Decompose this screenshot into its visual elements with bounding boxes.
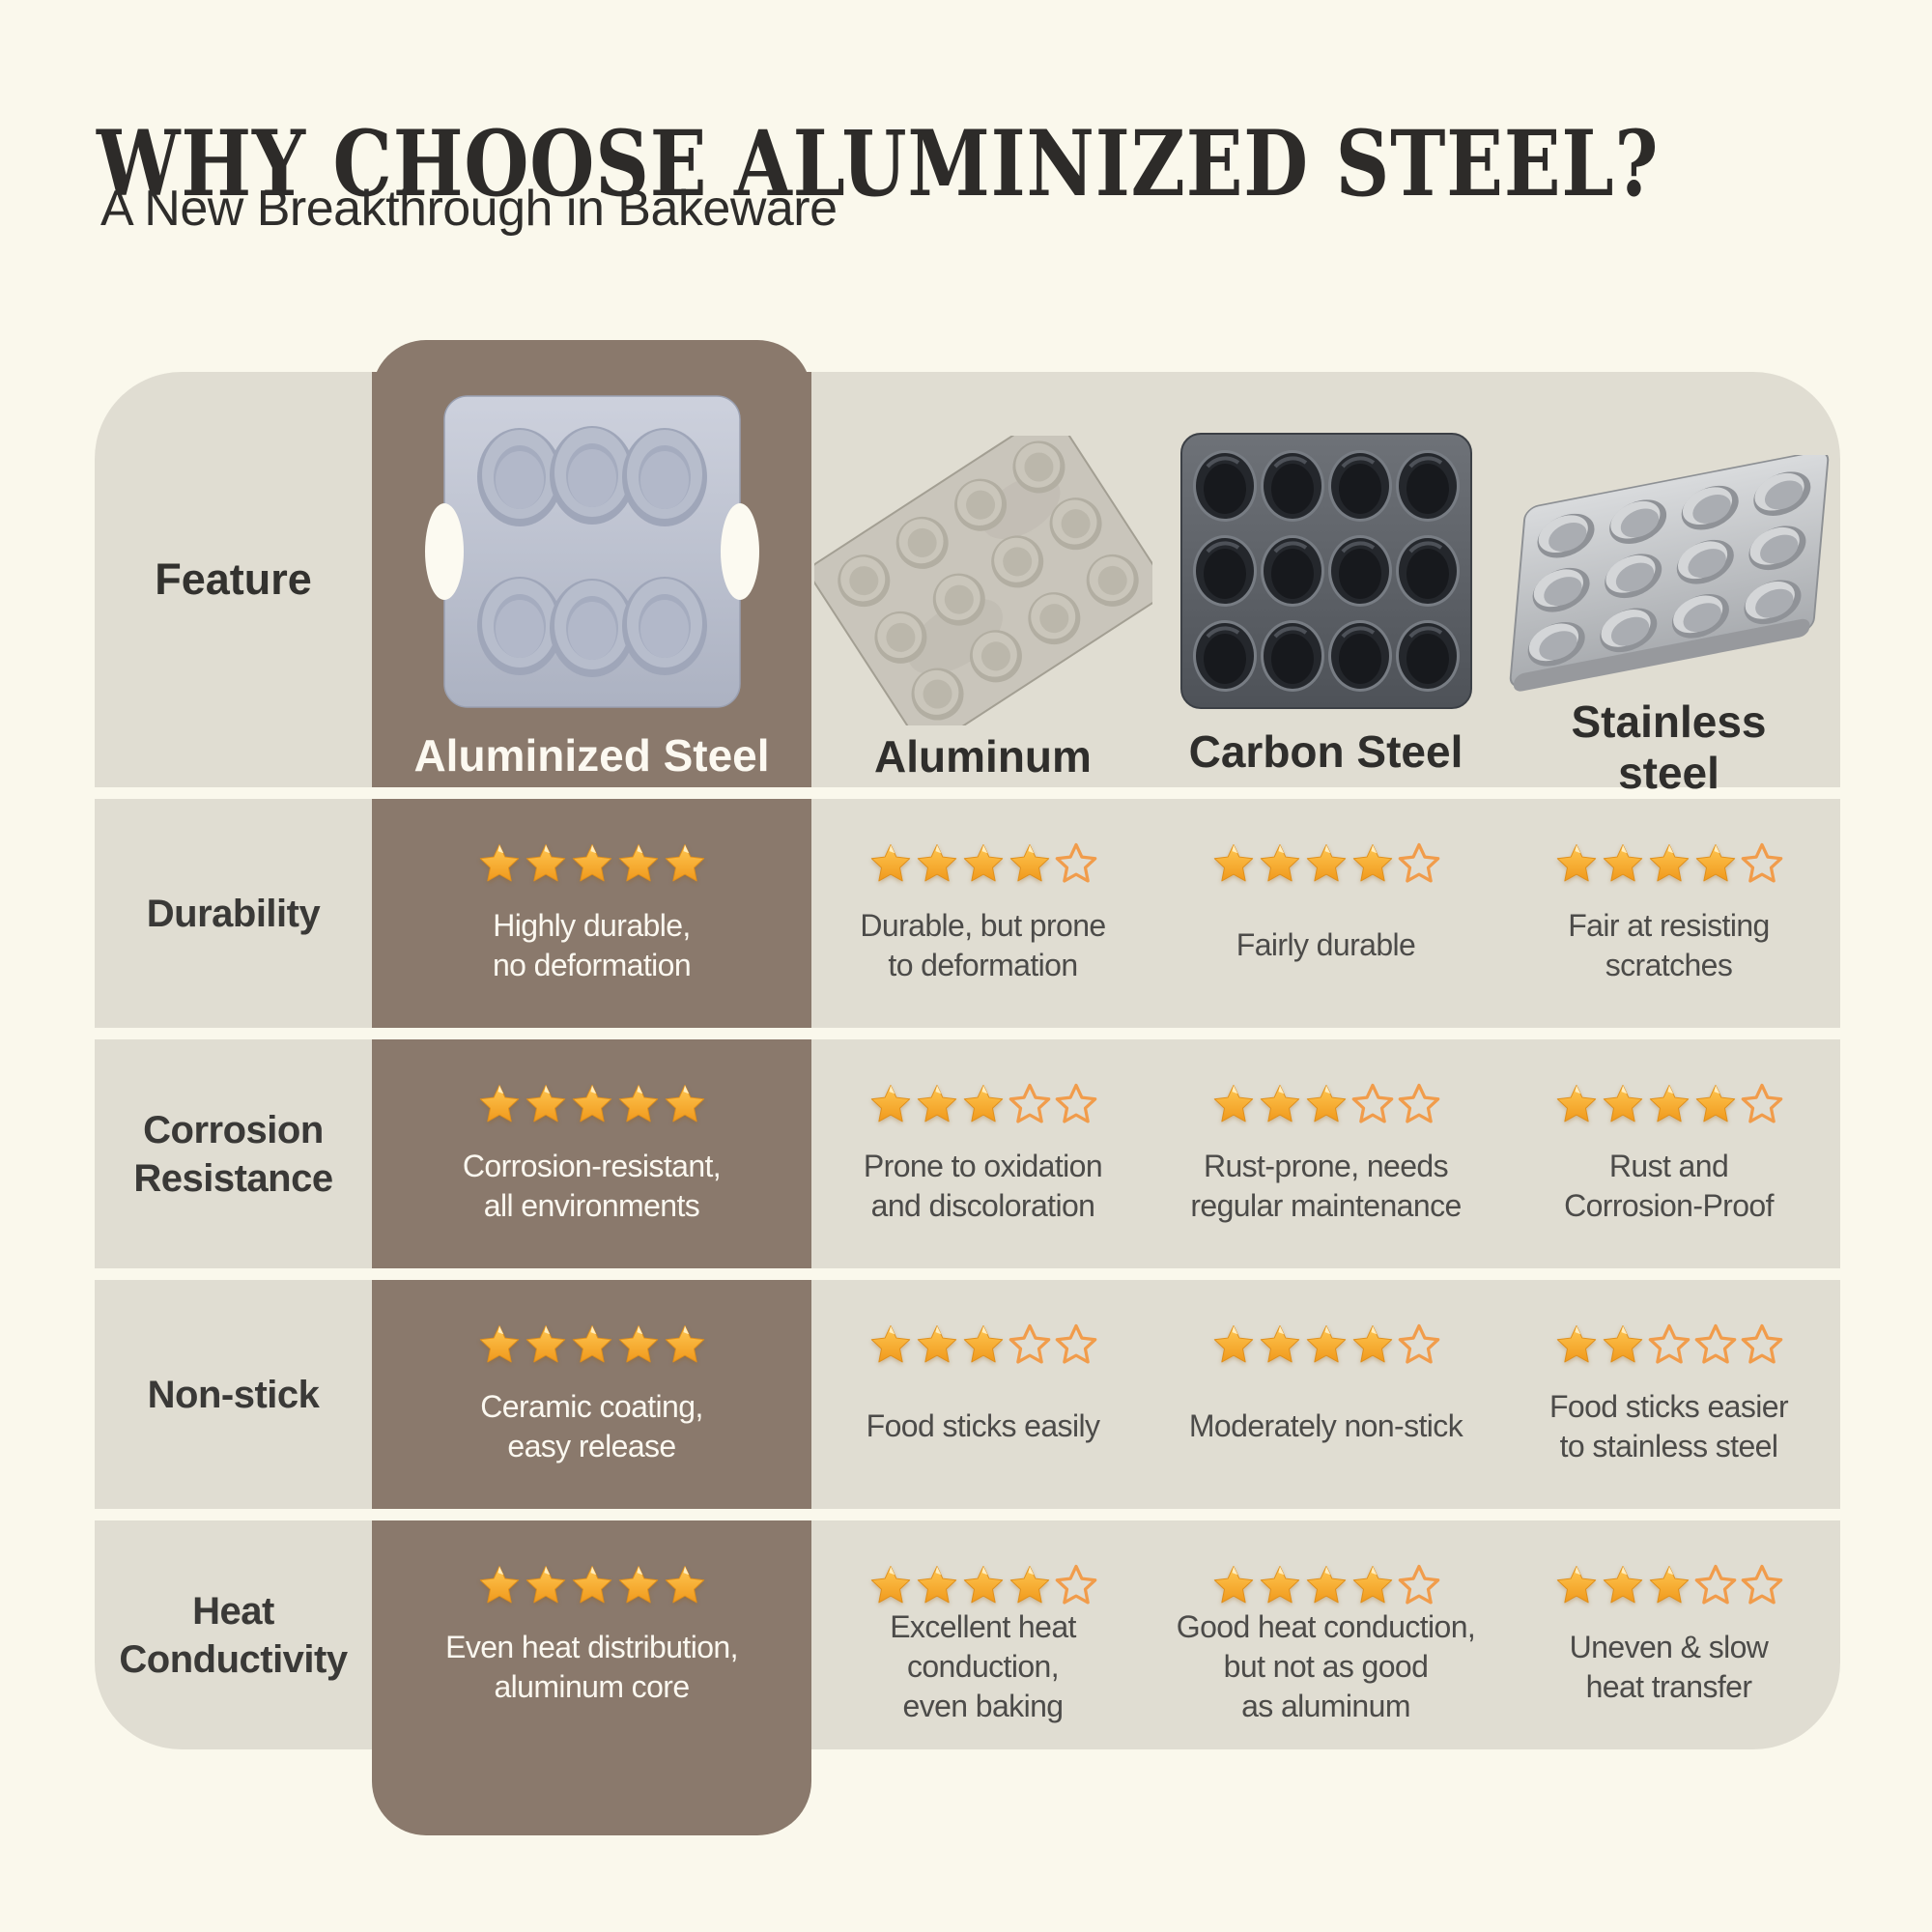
star-rating [476, 841, 708, 886]
rating-description: Ceramic coating, easy release [480, 1388, 703, 1463]
rating-cell-nonstick-stainless: Food sticks easier to stainless steel [1497, 1280, 1840, 1509]
star-rating [1553, 1082, 1785, 1126]
table-row-durability: Durability Highly durable, no deformatio… [95, 799, 1840, 1028]
column-label-stainless-steel: Stainless steel [1571, 696, 1767, 798]
rating-description: Uneven & slow heat transfer [1569, 1629, 1769, 1704]
rating-cell-nonstick-carbon: Moderately non-stick [1154, 1280, 1497, 1509]
rating-cell-corrosion-aluminum: Prone to oxidation and discoloration [811, 1039, 1154, 1268]
column-header-aluminized-steel: Aluminized Steel [372, 340, 811, 787]
rating-description: Prone to oxidation and discoloration [863, 1148, 1103, 1223]
feature-label-cell: Corrosion Resistance [95, 1039, 372, 1268]
column-label-aluminized-steel: Aluminized Steel [413, 729, 770, 781]
rating-description: Corrosion-resistant, all environments [462, 1148, 722, 1223]
rating-cell-heat-stainless: Uneven & slow heat transfer [1497, 1520, 1840, 1749]
rating-description: Excellent heat conduction, even baking [890, 1609, 1076, 1723]
column-header-stainless-steel: Stainless steel [1497, 372, 1840, 798]
rating-cell-heat-carbon: Good heat conduction, but not as good as… [1154, 1520, 1497, 1749]
rating-cell-durability-carbon: Fairly durable [1154, 799, 1497, 1028]
rating-description: Good heat conduction, but not as good as… [1176, 1609, 1476, 1723]
column-header-aluminum: Aluminum [811, 372, 1154, 787]
rating-description: Even heat distribution, aluminum core [445, 1629, 738, 1704]
carbon-steel-pan-image [1167, 426, 1486, 716]
page-title: WHY CHOOSE ALUMINIZED STEEL? [97, 110, 1660, 217]
rating-cell-heat-aluminum: Excellent heat conduction, even baking [811, 1520, 1154, 1749]
rating-description: Rust-prone, needs regular maintenance [1190, 1148, 1462, 1223]
table-header-row: Feature [95, 340, 1840, 798]
rating-cell-corrosion-aluminized: Corrosion-resistant, all environments [372, 1039, 811, 1268]
feature-label: Heat Conductivity [119, 1589, 348, 1681]
rating-cell-corrosion-carbon: Rust-prone, needs regular maintenance [1154, 1039, 1497, 1268]
page-subtitle: A New Breakthrough in Bakeware [100, 181, 838, 237]
feature-label-cell: Heat Conductivity [95, 1520, 372, 1749]
table-row-corrosion-resistance: Corrosion Resistance Corrosion-resistant… [95, 1039, 1840, 1268]
star-rating [1553, 841, 1785, 886]
star-rating [1210, 1082, 1442, 1126]
rating-description: Rust and Corrosion-Proof [1564, 1148, 1774, 1223]
table-row-heat-conductivity: Heat Conductivity Even heat distribution… [95, 1520, 1840, 1835]
feature-label: Corrosion Resistance [133, 1108, 333, 1200]
rating-cell-corrosion-stainless: Rust and Corrosion-Proof [1497, 1039, 1840, 1268]
feature-label-cell: Non-stick [95, 1280, 372, 1509]
rating-description: Food sticks easier to stainless steel [1548, 1388, 1789, 1463]
stainless-steel-pan-image [1491, 455, 1848, 696]
feature-header-label: Feature [155, 554, 312, 604]
rating-description: Highly durable, no deformation [492, 907, 692, 982]
rating-description: Durable, but prone to deformation [860, 907, 1106, 982]
star-rating [1553, 1322, 1785, 1367]
star-rating [867, 1563, 1099, 1607]
rating-cell-durability-aluminized: Highly durable, no deformation [372, 799, 811, 1028]
feature-label-cell: Durability [95, 799, 372, 1028]
star-rating [1553, 1563, 1785, 1607]
rating-description: Fair at resisting scratches [1568, 907, 1770, 982]
column-label-carbon-steel: Carbon Steel [1188, 725, 1463, 777]
aluminum-pan-image [813, 436, 1152, 725]
table-row-non-stick: Non-stick Ceramic coating, easy release … [95, 1280, 1840, 1509]
star-rating [867, 1082, 1099, 1126]
column-header-carbon-steel: Carbon Steel [1154, 372, 1497, 787]
rating-description: Food sticks easily [866, 1408, 1100, 1444]
rating-description: Fairly durable [1236, 927, 1416, 963]
star-rating [1210, 1563, 1442, 1607]
star-rating [1210, 841, 1442, 886]
feature-label: Durability [146, 892, 321, 935]
comparison-table: Feature [95, 340, 1840, 1835]
star-rating [476, 1082, 708, 1126]
rating-cell-nonstick-aluminum: Food sticks easily [811, 1280, 1154, 1509]
star-rating [476, 1563, 708, 1607]
star-rating [867, 1322, 1099, 1367]
rating-cell-durability-stainless: Fair at resisting scratches [1497, 799, 1840, 1028]
star-rating [867, 841, 1099, 886]
feature-column-header: Feature [95, 372, 372, 787]
rating-cell-nonstick-aluminized: Ceramic coating, easy release [372, 1280, 811, 1509]
aluminized-steel-pan-image [423, 385, 761, 724]
rating-cell-durability-aluminum: Durable, but prone to deformation [811, 799, 1154, 1028]
rating-description: Moderately non-stick [1188, 1408, 1463, 1444]
rating-cell-heat-aluminized: Even heat distribution, aluminum core [372, 1520, 811, 1835]
feature-label: Non-stick [147, 1373, 320, 1416]
column-label-aluminum: Aluminum [874, 730, 1092, 781]
star-rating [1210, 1322, 1442, 1367]
star-rating [476, 1322, 708, 1367]
